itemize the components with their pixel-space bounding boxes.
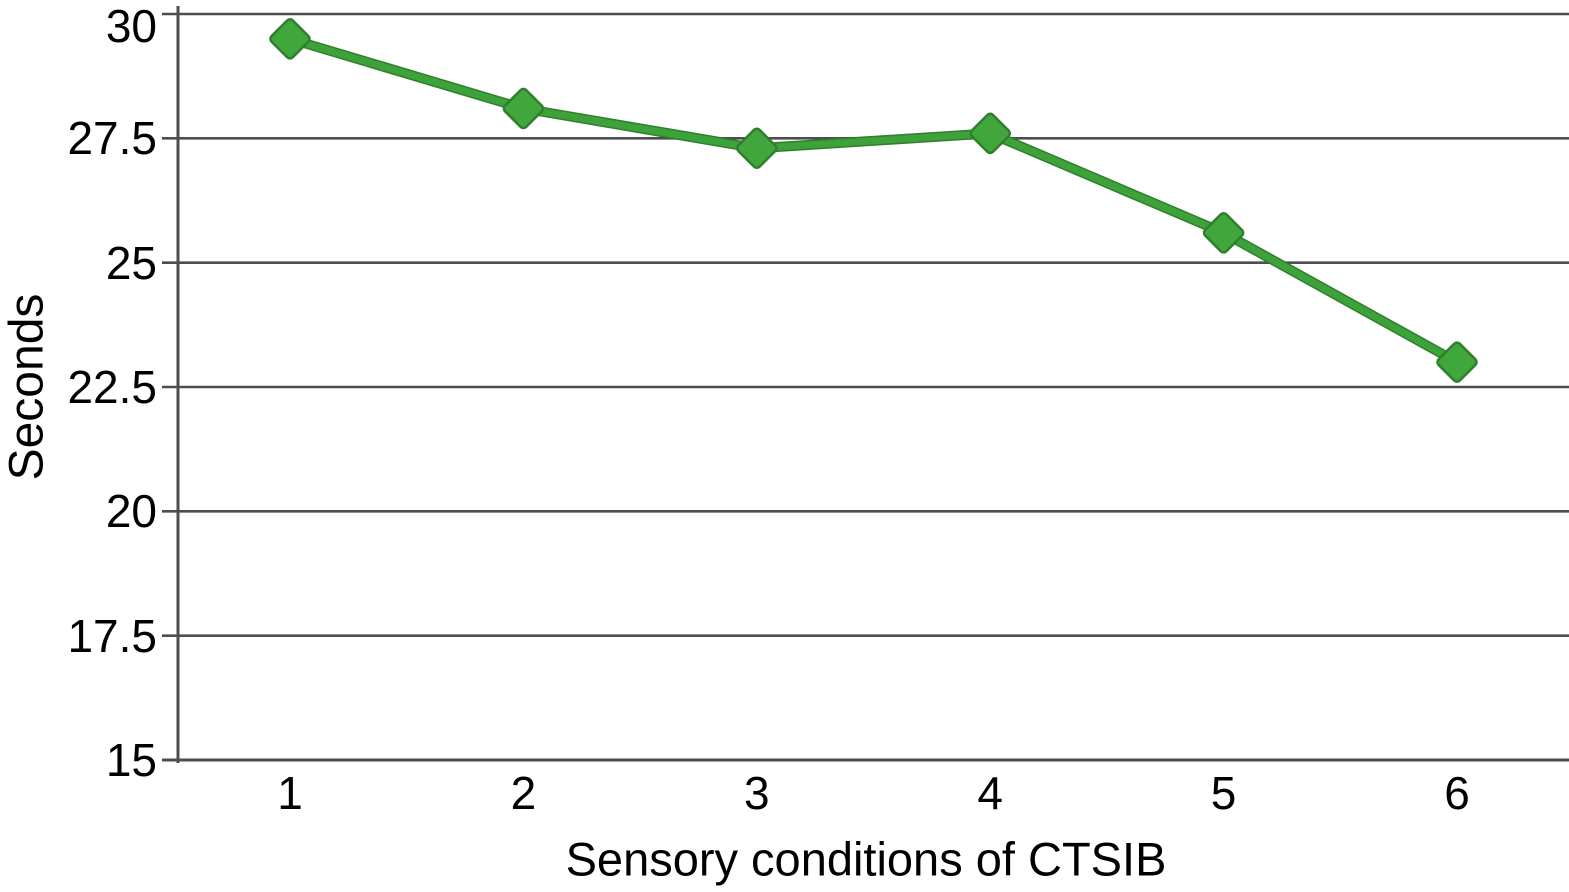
data-point-marker	[735, 127, 778, 170]
data-point-marker	[502, 87, 545, 130]
diamond-marker-shape	[1436, 341, 1478, 383]
diamond-marker-shape	[735, 127, 778, 170]
x-tick-label: 6	[1444, 767, 1470, 819]
diamond-marker-shape	[1202, 212, 1245, 254]
diamond-marker-shape	[502, 87, 545, 130]
x-tick-label: 3	[744, 767, 770, 819]
data-line	[286, 35, 1461, 366]
x-axis-title: Sensory conditions of CTSIB	[565, 832, 1167, 886]
data-point-marker	[1202, 212, 1245, 254]
diamond-marker-shape	[969, 112, 1012, 155]
x-tick-label: 1	[277, 767, 303, 819]
y-tick-label: 25	[105, 236, 157, 289]
data-line-edge	[285, 33, 1462, 368]
y-tick-label: 20	[105, 485, 157, 538]
data-point-marker	[269, 18, 311, 60]
x-tick-label: 4	[977, 767, 1003, 819]
y-tick-label: 17.5	[67, 609, 157, 662]
data-point-marker	[1436, 341, 1478, 383]
x-tick-label: 5	[1210, 767, 1237, 819]
y-tick-label: 22.5	[67, 361, 157, 413]
data-point-marker	[969, 112, 1012, 155]
y-tick-label: 27.5	[67, 112, 157, 165]
y-tick-label: 15	[105, 734, 157, 786]
diamond-marker-shape	[269, 18, 311, 60]
x-tick-label: 2	[510, 767, 537, 819]
y-tick-label: 30	[105, 0, 157, 52]
